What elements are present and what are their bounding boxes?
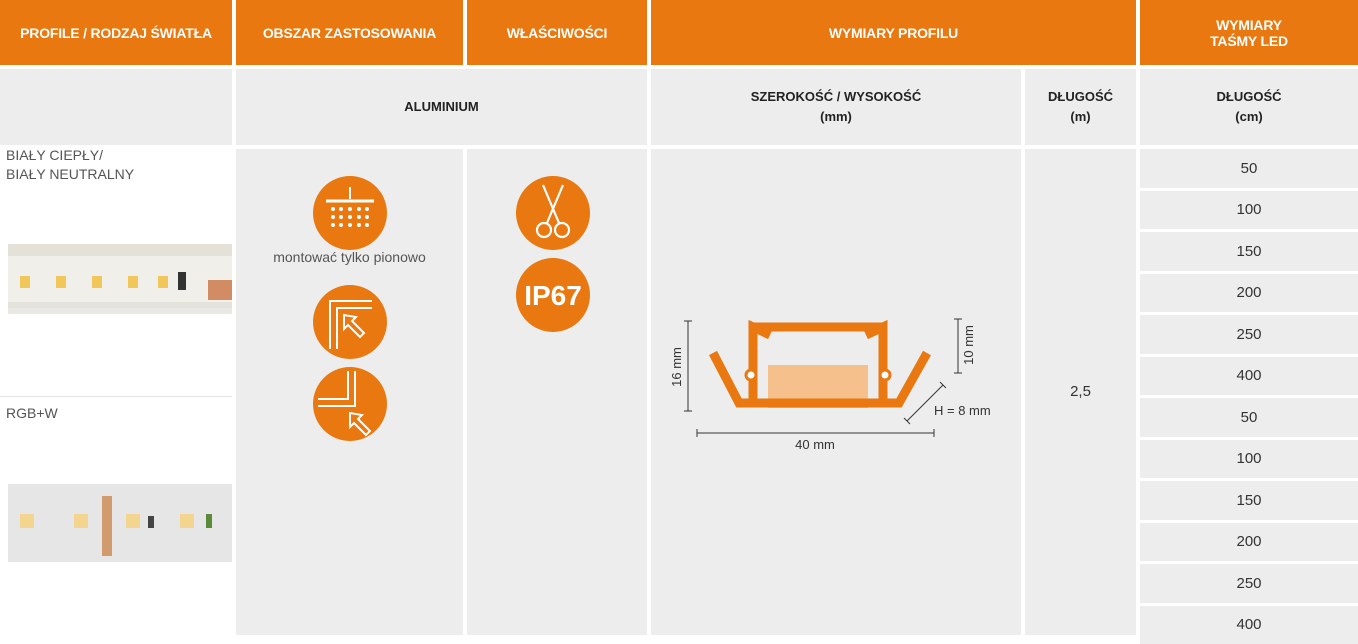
subheader-cell: DŁUGOŚĆ(cm) bbox=[1140, 69, 1358, 145]
subheader-cell: SZEROKOŚĆ / WYSOKOŚĆ(mm) bbox=[651, 69, 1021, 145]
protection-label: IP67 bbox=[524, 280, 582, 311]
subheader-cell: ALUMINIUM bbox=[236, 69, 647, 145]
header-text: WYMIARY bbox=[1216, 17, 1282, 33]
icon-corner-outside bbox=[313, 367, 387, 441]
profile-drawing: 16 mm 10 mm 40 mm H = 8 mm bbox=[651, 149, 1021, 469]
strip-length-cell: 400 bbox=[1140, 357, 1358, 396]
subheader-text: ALUMINIUM bbox=[404, 97, 478, 117]
dimension-label: 10 mm bbox=[961, 325, 976, 365]
product-name: BIAŁY CIEPŁY/ BIAŁY NEUTRALNY bbox=[6, 146, 232, 184]
subheader-cell bbox=[0, 69, 232, 145]
application-note: montować tylko pionowo bbox=[236, 249, 463, 265]
icon-corner-inside bbox=[313, 285, 387, 359]
properties-icons: IP67 bbox=[467, 149, 647, 349]
application-icons bbox=[236, 149, 463, 449]
profile-length-cell: 2,5 bbox=[1025, 149, 1136, 635]
strip-length: 100 bbox=[1236, 450, 1261, 467]
header-text: WYMIARY PROFILU bbox=[829, 25, 958, 41]
subheader-unit: (m) bbox=[1070, 107, 1090, 127]
subheader-unit: (mm) bbox=[820, 107, 852, 127]
profile-length: 2,5 bbox=[1070, 383, 1091, 400]
strip-length-cell: 100 bbox=[1140, 440, 1358, 479]
product-name: RGB+W bbox=[6, 404, 232, 423]
header-cell: PROFILE / RODZAJ ŚWIATŁA bbox=[0, 0, 232, 65]
strip-length-cell: 200 bbox=[1140, 274, 1358, 313]
header-cell: WYMIARY PROFILU bbox=[651, 0, 1136, 65]
strip-length: 250 bbox=[1236, 575, 1261, 592]
strip-length-cell: 250 bbox=[1140, 564, 1358, 603]
strip-length-cell: 250 bbox=[1140, 315, 1358, 354]
strip-length: 50 bbox=[1241, 160, 1258, 177]
strip-length-cell: 100 bbox=[1140, 191, 1358, 230]
strip-edge bbox=[8, 244, 232, 256]
strip-length: 150 bbox=[1236, 243, 1261, 260]
strip-length-cell: 150 bbox=[1140, 481, 1358, 520]
product-name-line: BIAŁY CIEPŁY/ bbox=[6, 146, 232, 165]
strip-length-cell: 400 bbox=[1140, 606, 1358, 644]
dimension-label: 16 mm bbox=[669, 347, 684, 387]
subheader-text: DŁUGOŚĆ bbox=[1217, 87, 1282, 107]
strip-length: 250 bbox=[1236, 326, 1261, 343]
header-cell: WŁAŚCIWOŚCI bbox=[467, 0, 647, 65]
product-name-line: BIAŁY NEUTRALNY bbox=[6, 165, 232, 184]
led-strip-image bbox=[8, 238, 232, 320]
strip-length-cell: 50 bbox=[1140, 149, 1358, 188]
header-text: TAŚMY LED bbox=[1210, 33, 1288, 49]
strip-length: 400 bbox=[1236, 616, 1261, 633]
header-text: OBSZAR ZASTOSOWANIA bbox=[263, 25, 436, 41]
subheader-text: DŁUGOŚĆ bbox=[1048, 87, 1113, 107]
subheader-cell: DŁUGOŚĆ(m) bbox=[1025, 69, 1136, 145]
header-cell: OBSZAR ZASTOSOWANIA bbox=[236, 0, 463, 65]
strip-length-cell: 200 bbox=[1140, 523, 1358, 562]
strip-length: 150 bbox=[1236, 492, 1261, 509]
strip-length: 100 bbox=[1236, 201, 1261, 218]
header-text: WŁAŚCIWOŚCI bbox=[507, 25, 607, 41]
strip-length: 50 bbox=[1241, 409, 1258, 426]
resistor bbox=[148, 516, 154, 528]
strip-length-cell: 50 bbox=[1140, 398, 1358, 437]
subheader-text: SZEROKOŚĆ / WYSOKOŚĆ bbox=[751, 87, 921, 107]
strip-length-cell: 150 bbox=[1140, 232, 1358, 271]
led-strip-image bbox=[8, 484, 232, 568]
dimension-label: H = 8 mm bbox=[934, 403, 991, 418]
pad bbox=[208, 280, 232, 300]
chip bbox=[206, 514, 212, 528]
resistor bbox=[178, 272, 186, 290]
header-text: PROFILE / RODZAJ ŚWIATŁA bbox=[20, 25, 212, 41]
strip-length: 400 bbox=[1236, 367, 1261, 384]
icon-scissors bbox=[516, 176, 590, 250]
strip-length: 200 bbox=[1236, 533, 1261, 550]
separator bbox=[0, 396, 232, 397]
strip bbox=[8, 484, 232, 562]
strip-shadow bbox=[8, 302, 232, 314]
pads bbox=[102, 496, 112, 556]
product-name-line: RGB+W bbox=[6, 404, 232, 423]
subheader-unit: (cm) bbox=[1235, 107, 1262, 127]
dimension-label: 40 mm bbox=[795, 437, 835, 452]
strip-length: 200 bbox=[1236, 284, 1261, 301]
